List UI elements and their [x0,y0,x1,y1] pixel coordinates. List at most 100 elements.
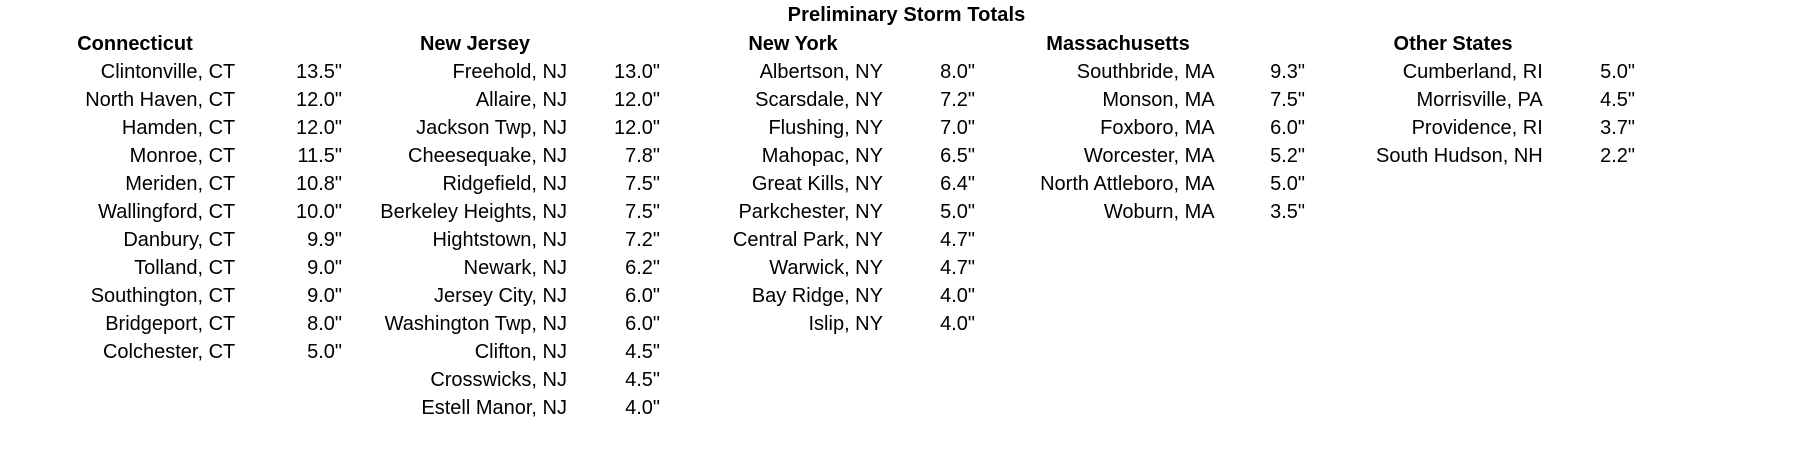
snowfall-amount: 4.5" [1600,89,1635,111]
location-name: Crosswicks, NJ [430,369,567,391]
location-name: Monroe, CT [129,145,236,167]
location-name: Danbury, CT [123,229,236,251]
table-row: Albertson, NY 8.0" [668,58,983,86]
table-row: Morrisville, PA 4.5" [1313,86,1643,114]
table-row: Warwick, NY 4.7" [668,254,983,282]
snowfall-amount: 7.8" [625,145,660,167]
snowfall-amount: 8.0" [940,61,975,83]
table-row: Cheesequake, NJ 7.8" [350,142,668,170]
table-row: Parkchester, NY 5.0" [668,198,983,226]
rows-other-states: Cumberland, RI 5.0" Morrisville, PA 4.5" Pro… [1313,58,1643,170]
snowfall-amount: 11.5" [297,145,342,167]
location-name: Flushing, NY [768,117,883,139]
snowfall-amount: 4.7" [940,229,975,251]
snowfall-amount: 5.0" [1600,61,1635,83]
table-row: Danbury, CT 9.9" [0,226,350,254]
location-name: Cheesequake, NJ [408,145,567,167]
snowfall-amount: 3.7" [1600,117,1635,139]
column-header-new-york: New York [748,33,838,55]
location-name: Clintonville, CT [100,61,236,83]
location-name: Morrisville, PA [1416,89,1543,111]
snowfall-amount: 9.9" [307,229,342,251]
snowfall-amount: 12.0" [613,117,660,139]
rows-connecticut: Clintonville, CT 13.5" North Haven, CT 12.0… [0,58,350,366]
snowfall-amount: 9.0" [307,285,342,307]
column-header-other-states: Other States [1393,33,1513,55]
location-name: Jersey City, NJ [434,285,567,307]
location-name: Clifton, NJ [474,341,567,363]
location-name: Islip, NY [808,313,883,335]
snowfall-amount: 6.0" [1270,117,1305,139]
location-name: Colchester, CT [102,341,236,363]
snowfall-amount: 9.0" [307,257,342,279]
snowfall-amount: 4.0" [940,285,975,307]
snowfall-amount: 6.0" [625,285,660,307]
rows-new-jersey: Freehold, NJ 13.0" Allaire, NJ 12.0" Jackson… [350,58,668,422]
location-name: Jackson Twp, NJ [416,117,567,139]
location-name: Meriden, CT [125,173,236,195]
location-name: Albertson, NY [759,61,883,83]
snowfall-amount: 2.2" [1600,145,1635,167]
table-row: Meriden, CT 10.8" [0,170,350,198]
table-row: North Haven, CT 12.0" [0,86,350,114]
snowfall-amount: 12.0" [295,89,342,111]
location-name: Bridgeport, CT [105,313,236,335]
table-row: Mahopac, NY 6.5" [668,142,983,170]
snowfall-amount: 4.0" [625,397,660,419]
table-row: Islip, NY 4.0" [668,310,983,338]
snowfall-amount: 6.4" [940,173,975,195]
table-row: Bay Ridge, NY 4.0" [668,282,983,310]
location-name: Woburn, MA [1103,201,1215,223]
snowfall-amount: 4.5" [625,369,660,391]
table-row: Clintonville, CT 13.5" [0,58,350,86]
location-name: Newark, NJ [463,257,567,279]
location-name: Scarsdale, NY [755,89,883,111]
table-row: Foxboro, MA 6.0" [983,114,1313,142]
table-row: Berkeley Heights, NJ 7.5" [350,198,668,226]
table-row: Colchester, CT 5.0" [0,338,350,366]
location-name: Berkeley Heights, NJ [380,201,567,223]
state-column-new-jersey: New Jersey Freehold, NJ 13.0" Allaire, NJ 1… [350,30,668,422]
location-name: Washington Twp, NJ [384,313,567,335]
page-title: Preliminary Storm Totals [787,4,1026,26]
table-row: Crosswicks, NJ 4.5" [350,366,668,394]
location-name: North Attleboro, MA [1040,173,1215,195]
location-name: Tolland, CT [134,257,236,279]
snowfall-amount: 5.2" [1270,145,1305,167]
snowfall-amount: 4.7" [940,257,975,279]
table-row: Providence, RI 3.7" [1313,114,1643,142]
snowfall-amount: 4.0" [940,313,975,335]
snowfall-amount: 10.0" [295,201,342,223]
snowfall-amount: 7.5" [1270,89,1305,111]
snowfall-amount: 13.5" [295,61,342,83]
table-row: Scarsdale, NY 7.2" [668,86,983,114]
state-column-massachusetts: Massachusetts Southbride, MA 9.3" Monson, … [983,30,1313,226]
location-name: Parkchester, NY [738,201,883,223]
snowfall-amount: 12.0" [613,89,660,111]
table-row: Monroe, CT 11.5" [0,142,350,170]
location-name: Ridgefield, NJ [442,173,567,195]
table-row: Jersey City, NJ 6.0" [350,282,668,310]
snowfall-amount: 10.8" [295,173,342,195]
snowfall-amount: 5.0" [940,201,975,223]
location-name: North Haven, CT [85,89,236,111]
snowfall-amount: 7.2" [940,89,975,111]
state-columns-container: Connecticut Clintonville, CT 13.5" North H… [0,30,1813,422]
state-column-other-states: Other States Cumberland, RI 5.0" Morrisvil… [1313,30,1643,170]
location-name: Freehold, NJ [452,61,567,83]
table-row: Estell Manor, NJ 4.0" [350,394,668,422]
snowfall-amount: 13.0" [613,61,660,83]
table-row: Woburn, MA 3.5" [983,198,1313,226]
location-name: Cumberland, RI [1402,61,1543,83]
location-name: Monson, MA [1102,89,1215,111]
location-name: Hightstown, NJ [432,229,567,251]
location-name: Allaire, NJ [475,89,567,111]
location-name: Bay Ridge, NY [751,285,883,307]
table-row: Great Kills, NY 6.4" [668,170,983,198]
location-name: Central Park, NY [732,229,883,251]
location-name: Providence, RI [1411,117,1543,139]
table-row: North Attleboro, MA 5.0" [983,170,1313,198]
table-row: Flushing, NY 7.0" [668,114,983,142]
column-header-massachusetts: Massachusetts [1046,33,1190,55]
